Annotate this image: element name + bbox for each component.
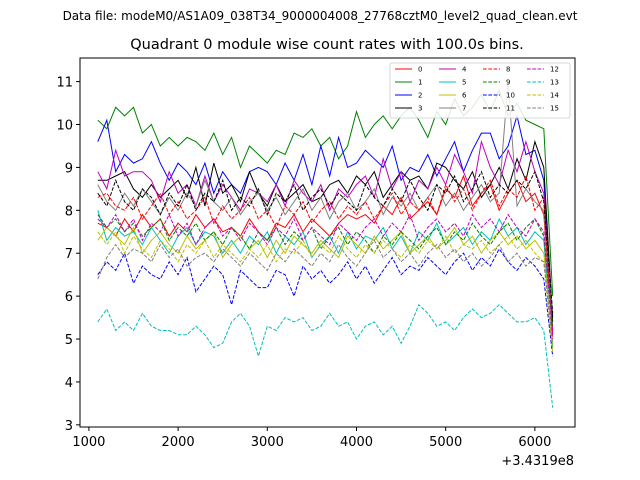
series-line-8 [97,174,554,340]
x-tick-label: 5000 [429,435,462,450]
legend-label-11: 11 [506,105,515,113]
legend-label-10: 10 [506,92,515,100]
chart-title: Quadrant 0 module wise count rates with … [130,37,524,53]
series-line-4 [97,139,554,335]
legend-label-12: 12 [550,66,559,74]
x-axis: 1000 2000 3000 4000 5000 6000 [72,427,551,450]
y-tick-label: 10 [56,119,73,134]
legend-label-0: 0 [418,66,422,74]
legend-label-1: 1 [418,79,422,87]
x-tick-label: 2000 [162,435,195,450]
legend-label-3: 3 [418,105,422,113]
y-tick-label: 8 [65,204,73,219]
series-line-10 [97,247,554,357]
y-tick-label: 7 [65,247,73,262]
y-tick-label: 6 [65,290,73,305]
x-tick-label: 4000 [340,435,373,450]
y-tick-label: 9 [65,161,73,176]
x-tick-label: 6000 [518,435,551,450]
legend-label-6: 6 [462,92,467,100]
legend-label-14: 14 [550,92,559,100]
series-line-12 [97,213,554,335]
series-line-2 [97,113,554,318]
x-tick-label: 3000 [251,435,284,450]
series-line-7 [97,81,554,314]
legend-label-9: 9 [506,79,510,87]
legend-label-4: 4 [462,66,467,74]
series-line-11 [97,170,554,314]
legend-label-15: 15 [550,105,559,113]
series-line-13 [97,303,554,408]
x-tick-label: 1000 [72,435,105,450]
legend-label-7: 7 [462,105,466,113]
y-tick-label: 11 [56,76,73,91]
series-line-9 [97,214,554,327]
legend-box [389,62,571,119]
y-tick-label: 4 [65,376,73,391]
y-tick-label: 5 [65,333,73,348]
x-offset-label: +3.4319e8 [501,454,574,469]
series-line-14 [97,230,554,352]
legend-label-8: 8 [506,66,510,74]
suptitle: Data file: modeM0/AS1A09_038T34_90000040… [63,9,578,23]
y-axis: 3 4 5 6 7 8 9 10 11 [56,76,80,434]
plot-frame [79,57,576,428]
legend-label-2: 2 [418,92,422,100]
series-line-0 [97,174,554,331]
legend-label-5: 5 [462,79,466,87]
series-line-3 [97,139,554,322]
y-tick-label: 3 [65,419,73,434]
series-line-15 [97,239,554,344]
series-layer [97,81,554,408]
legend-label-13: 13 [550,79,559,87]
